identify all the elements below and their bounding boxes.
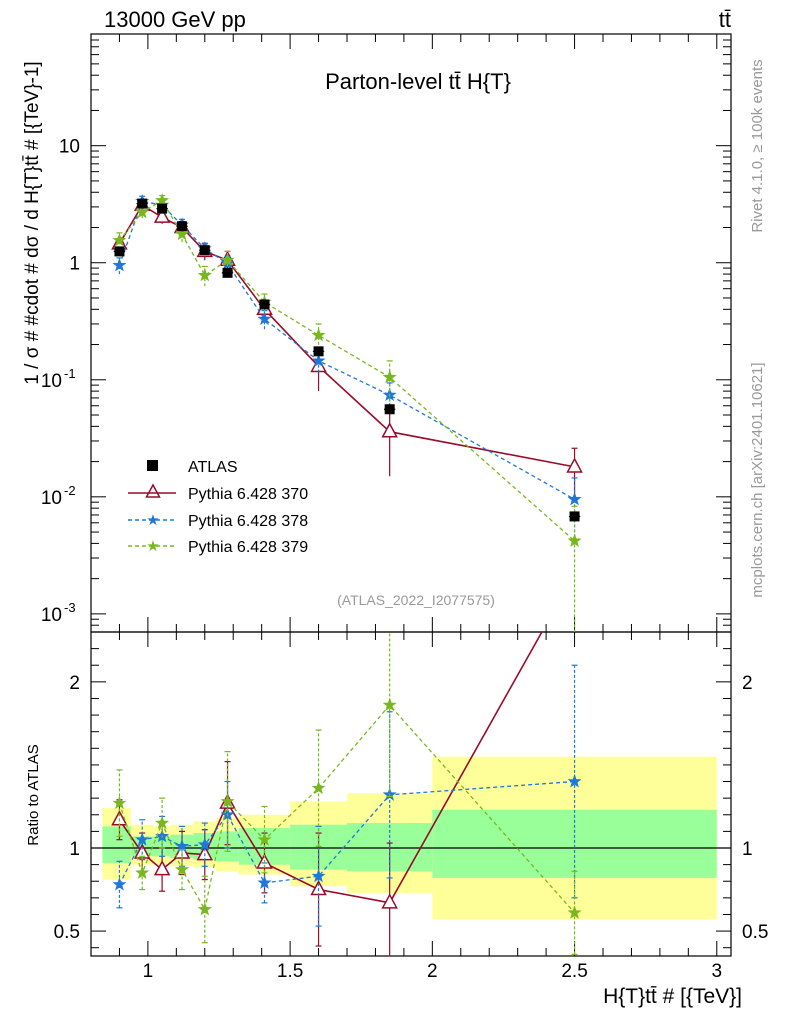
atlas-data-point	[199, 245, 210, 256]
series-line-p378	[118, 200, 575, 500]
main-plot-frame	[90, 33, 732, 633]
ratio-point-p379	[382, 697, 397, 712]
point-p379	[311, 327, 326, 342]
series-line-p370	[118, 204, 575, 468]
x-tick-label: 1	[143, 961, 154, 982]
main-y-tick-exponent: -1	[64, 366, 76, 381]
ratio-point-p379	[135, 865, 150, 879]
ratio-point-p378	[257, 875, 272, 889]
point-p379	[174, 226, 190, 241]
energy-label: 13000 GeV pp	[104, 7, 246, 32]
ratio-point-p379	[220, 794, 235, 808]
ratio-point-p370	[153, 860, 171, 876]
ratio-point-p379	[197, 902, 212, 916]
atlas-data-point	[384, 404, 395, 415]
rivet-version-label: Rivet 4.1.0, ≥ 100k events	[749, 59, 766, 232]
main-y-tick-label: 10	[41, 371, 62, 392]
atlas-data-point	[114, 246, 125, 257]
point-p379	[135, 204, 150, 219]
legend-marker-p379: ★	[146, 538, 159, 555]
ratio-point-p379	[112, 795, 127, 810]
ratio-plot-frame	[90, 631, 732, 957]
ratio-point-p379	[257, 832, 272, 846]
main-plot-data	[111, 193, 583, 632]
ratio-point-p378	[311, 868, 326, 883]
point-p379	[382, 369, 397, 384]
legend-label-p379: Pythia 6.428 379	[188, 539, 308, 556]
analysis-tag: (ATLAS_2022_I2077575)	[337, 592, 495, 608]
legend-label-atlas: ATLAS	[188, 459, 238, 476]
band-inner-0	[102, 826, 131, 863]
ratio-y-tick-label-left: 2	[69, 673, 80, 694]
ratio-line-p378	[118, 780, 575, 885]
main-y-tick-exponent: -3	[64, 600, 76, 615]
atlas-data-point	[137, 198, 148, 209]
atlas-data-point	[177, 221, 188, 232]
point-p379	[197, 268, 212, 282]
x-tick-label: 1.5	[277, 961, 303, 982]
ratio-y-axis-title: Ratio to ATLAS	[25, 744, 42, 845]
ratio-point-p379	[567, 905, 582, 919]
main-y-tick-label: 10	[41, 605, 62, 626]
ratio-plot-data	[111, 632, 582, 956]
main-y-tick-label: 10	[41, 488, 62, 509]
ratio-y-tick-label-left: 1	[69, 839, 80, 860]
ratio-y-tick-label-right: 1	[742, 839, 753, 860]
ratio-line-p379	[118, 704, 576, 914]
point-p379	[155, 193, 170, 207]
point-p370	[381, 422, 398, 438]
main-y-tick-label: 10	[59, 137, 80, 158]
point-p370	[566, 457, 583, 473]
point-p370	[153, 207, 171, 223]
main-y-tick-label: 1	[69, 254, 80, 275]
atlas-data-point	[569, 511, 580, 522]
legend-label-p370: Pythia 6.428 370	[188, 486, 308, 503]
atlas-data-point	[259, 299, 270, 310]
main-y-tick-exponent: -2	[64, 483, 76, 498]
main-plot-title: Parton-level tt̄ H{T}	[325, 69, 511, 94]
atlas-data-point	[222, 267, 233, 278]
ratio-point-p378	[174, 838, 190, 853]
x-axis-title: H{T}tt̄ # [{TeV}]	[603, 985, 742, 1008]
process-label: tt̄	[719, 7, 731, 32]
ratio-y-tick-label-left: 0.5	[54, 922, 80, 943]
ratio-bands	[91, 756, 731, 920]
legend-marker-p378: ★	[146, 512, 159, 529]
atlas-data-point	[157, 203, 168, 214]
ratio-point-p379	[311, 780, 326, 795]
ratio-point-p378	[112, 877, 127, 891]
ratio-point-p378	[197, 837, 212, 851]
x-tick-label: 2.5	[561, 961, 587, 982]
main-y-axis-title: 1 / σ # #cdot # dσ / d H{T}tt̄ # [{TeV}-…	[22, 61, 43, 384]
ratio-point-p378	[135, 832, 150, 846]
legend-marker-p370	[145, 483, 161, 498]
point-p379	[112, 233, 127, 247]
point-p379	[220, 252, 235, 267]
legend-label-p378: Pythia 6.428 378	[188, 513, 308, 530]
ratio-point-p378	[567, 774, 582, 788]
point-p379	[567, 533, 582, 547]
point-p378	[112, 257, 127, 272]
legend-marker-atlas	[147, 460, 158, 471]
atlas-data-point	[313, 346, 324, 357]
ratio-y-tick-label-right: 0.5	[742, 922, 768, 943]
ratio-point-p379	[174, 862, 190, 876]
point-p378	[257, 311, 272, 325]
ratio-y-tick-label-right: 2	[742, 673, 753, 694]
ratio-point-p370	[381, 893, 398, 909]
x-tick-label: 3	[711, 961, 722, 982]
point-p378	[311, 353, 326, 367]
point-p378	[567, 492, 582, 506]
x-tick-label: 2	[427, 961, 438, 982]
ratio-point-p379	[155, 815, 170, 829]
legend: ATLAS Pythia 6.428 370 ★ Pythia 6.428 37…	[128, 459, 308, 556]
mcplots-label: mcplots.cern.ch [arXiv:2401.10621]	[749, 362, 766, 597]
